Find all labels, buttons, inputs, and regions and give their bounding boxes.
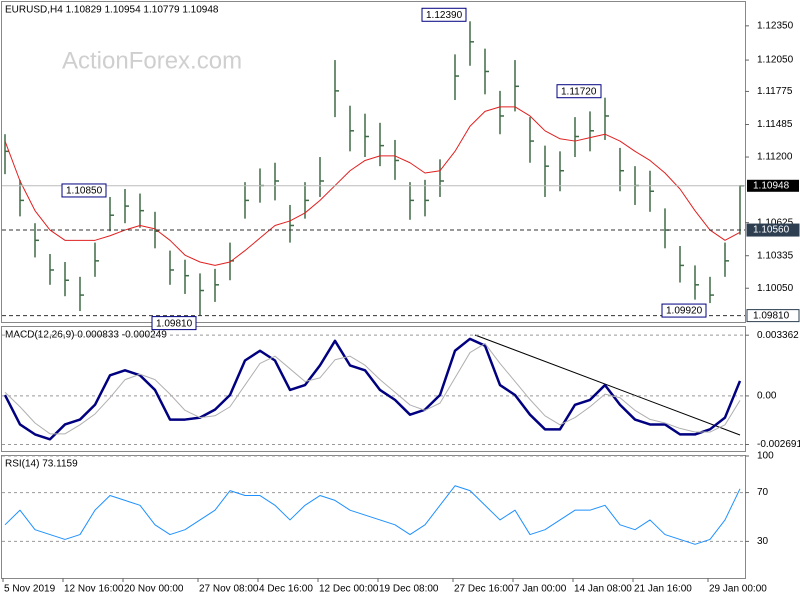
x-tick-label: 29 Jan 00:00 bbox=[709, 584, 767, 595]
last-price-label: 1.10948 bbox=[753, 180, 790, 191]
annotation-label: 1.09920 bbox=[666, 306, 703, 317]
line-series bbox=[4, 485, 741, 545]
rsi-title: RSI(14) 73.1159 bbox=[5, 459, 78, 470]
y-tick-label: 1.10050 bbox=[757, 283, 794, 294]
y-tick-label: 1.11775 bbox=[757, 86, 793, 97]
annotation-label: 1.11720 bbox=[561, 86, 597, 97]
y-tick-label: 1.10625 bbox=[757, 217, 794, 228]
rsi-panel bbox=[1, 455, 746, 579]
y-tick-label: 0.00 bbox=[757, 391, 777, 402]
y-tick-label: 1.12050 bbox=[757, 55, 794, 66]
price-panel bbox=[1, 1, 746, 323]
x-tick-label: 7 Jan 00:00 bbox=[514, 584, 567, 595]
y-tick-label: 100 bbox=[757, 451, 774, 462]
x-tick-label: 19 Dec 08:00 bbox=[379, 584, 439, 595]
annotation-box bbox=[421, 7, 467, 22]
y-tick-label: 70 bbox=[757, 487, 769, 498]
y-tick-label: 1.12350 bbox=[757, 20, 794, 31]
level-label: 1.09810 bbox=[753, 310, 790, 321]
annotation-label: 1.09810 bbox=[156, 318, 193, 329]
chart-title: EURUSD,H4 1.10829 1.10954 1.10779 1.1094… bbox=[5, 5, 219, 16]
annotation-box bbox=[151, 316, 197, 331]
x-tick-label: 4 Dec 16:00 bbox=[259, 584, 313, 595]
x-tick-label: 5 Nov 2019 bbox=[4, 584, 56, 595]
trend-line bbox=[474, 334, 741, 436]
x-tick-label: 21 Jan 16:00 bbox=[634, 584, 692, 595]
y-tick-label: 30 bbox=[757, 536, 769, 547]
x-tick-label: 27 Nov 08:00 bbox=[199, 584, 259, 595]
x-tick-label: 20 Nov 00:00 bbox=[124, 584, 184, 595]
y-tick-label: -0.002691 bbox=[757, 439, 800, 450]
level-label: 1.10560 bbox=[753, 225, 790, 236]
y-tick-label: 1.10335 bbox=[757, 250, 794, 261]
last-price-box bbox=[747, 179, 799, 192]
line-series bbox=[4, 343, 741, 435]
x-tick-label: 27 Dec 16:00 bbox=[454, 584, 514, 595]
level-box bbox=[746, 223, 800, 237]
annotation-label: 1.12390 bbox=[426, 10, 463, 21]
annotation-box bbox=[661, 303, 707, 318]
level-box bbox=[746, 309, 800, 323]
annotation-box bbox=[556, 84, 602, 99]
macd-panel bbox=[1, 326, 746, 452]
x-tick-label: 12 Nov 16:00 bbox=[64, 584, 124, 595]
line-series bbox=[4, 106, 741, 266]
y-tick-label: 0.003362 bbox=[757, 330, 799, 341]
annotation-label: 1.10850 bbox=[66, 186, 103, 197]
y-tick-label: 1.11200 bbox=[757, 152, 793, 163]
annotation-box bbox=[61, 183, 107, 198]
watermark: ActionForex.com bbox=[62, 47, 242, 74]
x-tick-label: 14 Jan 08:00 bbox=[574, 584, 632, 595]
x-tick-label: 12 Dec 00:00 bbox=[319, 584, 379, 595]
y-tick-label: 1.11485 bbox=[757, 119, 793, 130]
line-series bbox=[3, 337, 742, 441]
